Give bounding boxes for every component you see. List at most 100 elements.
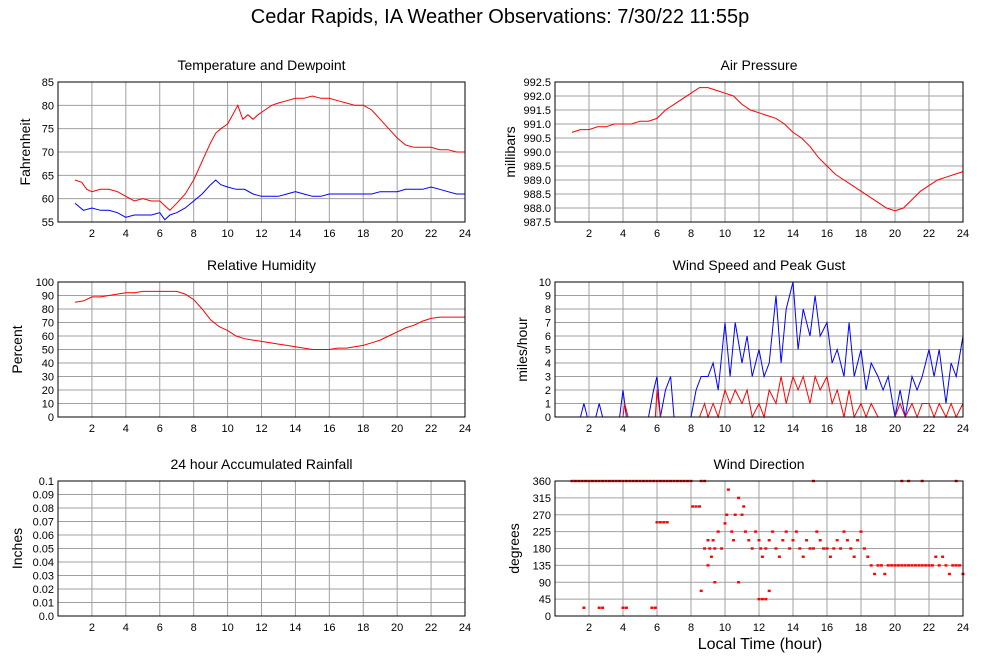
direction-x-tick-label: 20 [889,622,901,634]
direction-y-tick-label: 225 [533,527,551,539]
wind-x-tick-label: 4 [620,423,626,435]
temp-x-tick-label: 4 [123,228,129,240]
humidity-frame [57,281,466,418]
direction-x-tick-label: 2 [586,622,592,634]
direction-point [760,597,764,601]
pressure-x-tick-label: 10 [719,228,731,240]
direction-point [818,539,822,542]
direction-point [883,572,887,576]
temp-x-tick-label: 2 [89,228,95,240]
direction-point [913,564,917,567]
pressure-y-tick-label: 989.5 [523,161,551,173]
rain-y-tick-label: 0.02 [33,584,54,596]
direction-point [597,606,601,609]
temp-title: Temperature and Dewpoint [177,57,345,73]
wind-y-tick-label: 5 [545,345,551,357]
wind-y-tick-label: 1 [545,399,551,411]
humidity-x-tick-label: 24 [459,423,471,435]
temp-y-tick-label: 65 [42,170,54,182]
direction-point [764,547,768,550]
direction-point [896,564,900,567]
wind-x-tick-label: 16 [821,423,833,435]
direction-point [691,505,695,508]
humidity-y-tick-label: 70 [42,318,54,330]
direction-point [706,539,710,542]
direction-point [760,555,764,558]
direction-point [720,547,724,550]
direction-point [862,547,866,550]
direction-y-tick-label: 360 [533,476,551,488]
direction-point [711,539,715,542]
direction-point [852,555,856,558]
direction-point [869,564,873,567]
humidity-y-tick-label: 80 [42,304,54,316]
wind-x-tick-label: 8 [688,423,694,435]
rain-y-tick-label: 0.05 [33,544,54,556]
direction-point [951,564,955,567]
wind-y-tick-label: 10 [539,277,551,289]
direction-point [835,539,839,542]
humidity-y-tick-label: 60 [42,331,54,343]
temp-series-line-1 [74,179,465,221]
wind-x-tick-label: 12 [753,423,765,435]
humidity-y-tick-label: 0 [48,412,54,424]
rain-title: 24 hour Accumulated Rainfall [170,456,352,472]
pressure-x-tick-label: 24 [957,228,969,240]
direction-point [866,555,870,558]
direction-y-tick-label: 135 [533,560,551,572]
direction-point [941,555,945,558]
humidity-y-tick-label: 100 [36,277,54,289]
direction-point [825,547,829,550]
direction-point [767,589,771,593]
direction-point [777,555,781,558]
rain-x-tick-label: 24 [459,622,471,634]
wind-x-tick-label: 6 [654,423,660,435]
temp-chart: 2 4 6 8 10 12 14 16 18 20 22 2455606570758085Temper… [17,57,471,240]
direction-point [845,539,849,542]
direction-point [732,539,735,542]
direction-point [737,581,741,584]
direction-x-tick-label: 4 [620,622,626,634]
direction-point [716,530,720,533]
direction-point [781,539,785,542]
direction-point [742,505,746,508]
direction-point [650,606,654,609]
wind-x-tick-label: 24 [957,423,969,435]
direction-point [723,522,727,525]
direction-point [811,547,815,550]
temp-y-tick-label: 70 [42,147,54,159]
wind-x-tick-label: 20 [889,423,901,435]
direction-point [653,606,657,609]
pressure-y-tick-label: 987.5 [523,217,551,229]
direction-point [713,547,717,550]
direction-y-tick-label: 45 [539,594,551,606]
direction-point [886,564,890,567]
direction-point [750,547,754,550]
temp-x-tick-label: 24 [459,228,471,240]
direction-point [658,521,662,524]
wind-y-axis-label: miles/hour [514,317,530,382]
wind-y-tick-label: 3 [545,372,551,384]
direction-point [849,547,853,550]
pressure-frame [554,81,964,223]
direction-point [828,555,832,558]
pressure-x-tick-label: 12 [753,228,765,240]
pressure-x-tick-label: 20 [889,228,901,240]
humidity-y-tick-label: 10 [42,399,54,411]
direction-y-tick-label: 90 [539,577,551,589]
direction-point [794,530,798,533]
direction-point [808,547,812,550]
humidity-x-tick-label: 12 [255,423,267,435]
humidity-x-tick-label: 18 [357,423,369,435]
direction-point [709,555,713,558]
rain-chart: 2 4 6 8 10 12 14 16 18 20 22 240.00.010.020.030.040… [9,456,471,634]
direction-y-tick-label: 0 [545,611,551,623]
direction-point [665,521,669,524]
humidity-y-tick-label: 20 [42,385,54,397]
direction-x-tick-label: 6 [654,622,660,634]
direction-point [920,564,924,567]
direction-point [842,530,846,533]
pressure-x-tick-label: 18 [855,228,867,240]
direction-point [944,564,948,567]
pressure-x-tick-label: 6 [654,228,660,240]
